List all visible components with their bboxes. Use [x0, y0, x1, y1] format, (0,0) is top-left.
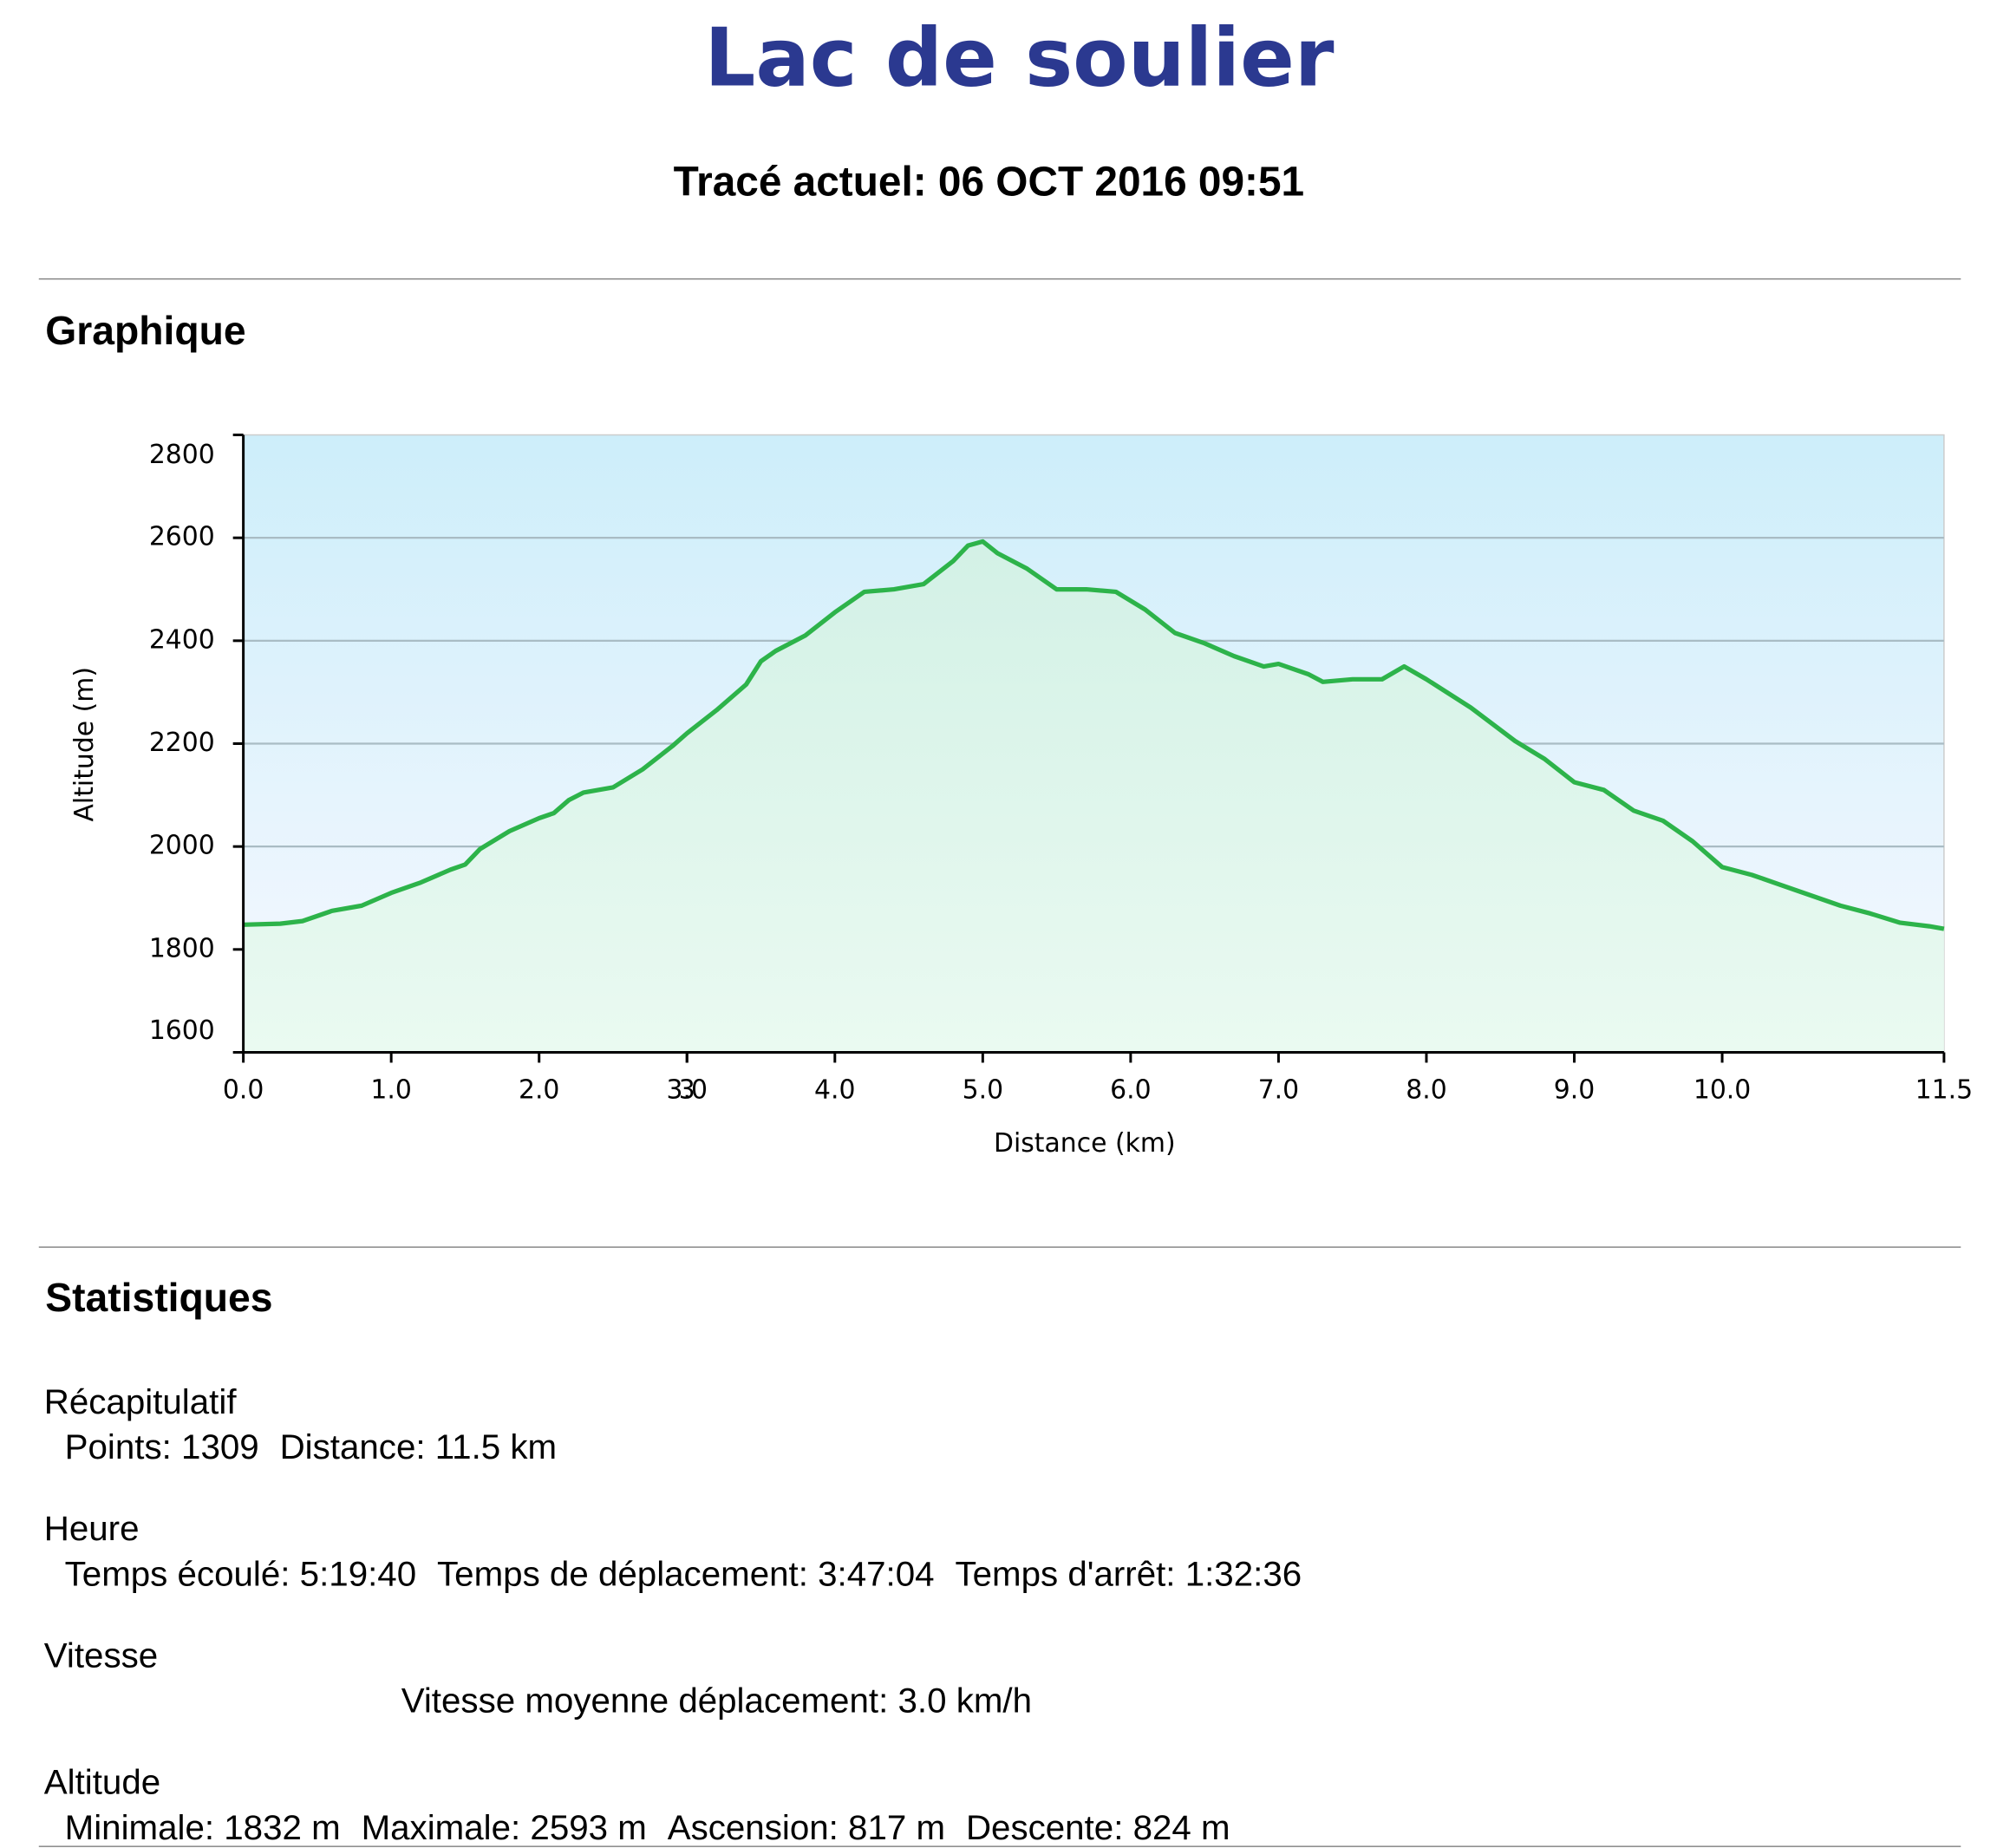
area	[243, 541, 1944, 1053]
divider	[38, 1246, 1961, 1248]
stat-item: Temps d'arrêt: 1:32:36	[955, 1554, 1302, 1594]
x-tick-label: 0.0	[223, 1075, 264, 1106]
x-tick-label: 1.0	[370, 1075, 411, 1106]
stat-items: Temps écoulé: 5:19:40 Temps de déplacemen…	[65, 1555, 1322, 1595]
title: Lac de soulier	[704, 10, 1335, 105]
section-heading: Graphique	[45, 308, 246, 354]
x-tick-label: 6.0	[1110, 1075, 1151, 1106]
stat-title: Altitude	[43, 1762, 161, 1802]
y-tick-label: 2000	[149, 831, 215, 861]
x-tick-label: 10.0	[1694, 1075, 1751, 1106]
x-tick-label: 3	[679, 1075, 695, 1106]
stat-item: Minimale: 1832 m	[64, 1808, 341, 1847]
stat-item: Temps de déplacement: 3:47:04	[437, 1554, 935, 1594]
x-tick-label: 2.0	[519, 1075, 559, 1106]
divider	[38, 278, 1961, 280]
y-tick-label: 1600	[149, 1015, 215, 1046]
x-tick-label: 3.0	[667, 1075, 708, 1106]
stat-title: Vitesse	[43, 1636, 159, 1675]
stat-group: Heure Temps écoulé: 5:19:40 Temps de dépla…	[44, 1509, 1322, 1595]
x-tick-label: 5.0	[963, 1075, 1003, 1106]
y-tick-label: 2200	[149, 728, 215, 758]
stat-group: Récapitulatif Points: 1309 Distance: 11.5 …	[44, 1382, 578, 1468]
y-tick-label: 2600	[149, 522, 215, 552]
subtitle: Tracé actuel: 06 OCT 2016 09:51	[673, 158, 1305, 205]
stat-item: Distance: 11.5 km	[279, 1427, 558, 1467]
stat-items: Minimale: 1832 m Maximale: 2593 m Ascensio…	[65, 1808, 1251, 1848]
stat-item: Temps écoulé: 5:19:40	[64, 1554, 417, 1594]
stat-item: Maximale: 2593 m	[361, 1808, 647, 1847]
stat-title: Heure	[43, 1509, 140, 1549]
stat-item: Vitesse moyenne déplacement: 3.0 km/h	[401, 1681, 1033, 1721]
stat-item: Points: 1309	[64, 1427, 259, 1467]
stat-items: Points: 1309 Distance: 11.5 km	[65, 1427, 578, 1467]
x-tick-label: 11.5	[1915, 1075, 1973, 1106]
divider	[38, 1845, 1961, 1847]
y-axis-label: Altitude (m)	[69, 667, 100, 821]
x-tick-label: 4.0	[814, 1075, 855, 1106]
stat-items: Vitesse moyenne déplacement: 3.0 km/h	[401, 1681, 1053, 1721]
stat-group: Vitesse Vitesse moyenne déplacement: 3.0 …	[44, 1636, 1053, 1722]
stat-item: Descente: 824 m	[965, 1808, 1230, 1847]
x-tick-label: 9.0	[1554, 1075, 1595, 1106]
stat-item: Ascension: 817 m	[667, 1808, 946, 1847]
stat-title: Récapitulatif	[43, 1382, 237, 1421]
chart: Altitude (m) Distance (km) 1600 1800 2000 2…	[69, 434, 1973, 1159]
line	[243, 539, 1945, 931]
section-heading: Statistiques	[45, 1275, 273, 1321]
stat-group: Altitude Minimale: 1832 m Maximale: 2593 m…	[44, 1763, 1251, 1848]
y-tick-label: 2800	[149, 440, 215, 470]
x-tick-label: 7.0	[1258, 1075, 1299, 1106]
x-tick-label: 8.0	[1406, 1075, 1446, 1106]
x-axis-label: Distance (km)	[994, 1128, 1176, 1159]
y-tick-label: 2400	[149, 624, 215, 655]
y-tick-label: 1800	[149, 933, 215, 963]
